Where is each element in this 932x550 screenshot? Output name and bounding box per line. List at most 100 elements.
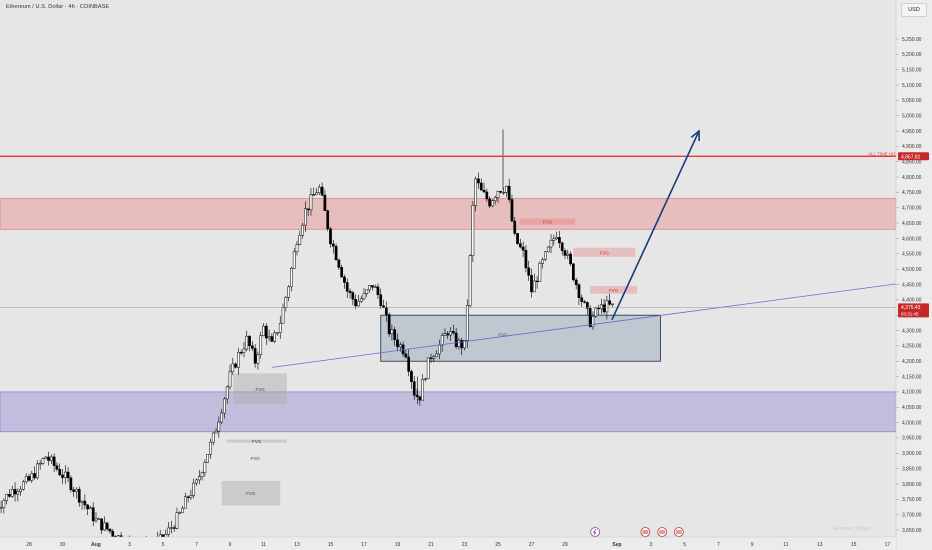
candle-body <box>465 305 469 341</box>
candle-body <box>242 348 246 353</box>
candle-body <box>549 240 553 248</box>
candle-body <box>510 199 514 222</box>
candle-body <box>55 465 59 470</box>
candle-body <box>33 473 36 479</box>
candle-body <box>5 494 9 501</box>
candle-body <box>605 300 609 313</box>
candle-body <box>471 205 475 256</box>
candle-body <box>295 244 299 253</box>
candle-body <box>524 250 528 269</box>
time-tick-label: 21 <box>428 542 434 548</box>
candle-body <box>189 495 193 498</box>
fvg-label: FVG <box>600 250 610 255</box>
candle-body <box>611 303 614 305</box>
candle-body <box>276 332 279 334</box>
candle-body <box>359 298 363 302</box>
candle-body <box>237 352 240 368</box>
candle-body <box>569 253 572 265</box>
candle-body <box>376 286 380 296</box>
lightning-glyph <box>592 528 597 536</box>
candle-body <box>214 430 218 434</box>
candle-body <box>496 191 500 198</box>
time-tick-label: 13 <box>294 542 300 548</box>
candle-body <box>80 500 84 503</box>
ath-price-badge <box>898 152 929 161</box>
candle-body <box>404 353 408 358</box>
time-tick-label: 15 <box>851 542 857 548</box>
time-tick-label: 27 <box>529 542 535 548</box>
candle-body <box>13 489 17 495</box>
candle-body <box>446 333 450 336</box>
us-flag-icon <box>657 527 668 537</box>
candle-body <box>250 345 254 349</box>
price-tick-label: 4,950.00 <box>902 129 922 135</box>
flag-stripe <box>659 532 666 534</box>
candle-body <box>477 178 480 184</box>
candle-body <box>421 378 424 401</box>
candle-body <box>493 197 497 201</box>
time-tick-label: 11 <box>261 542 266 548</box>
candle-body <box>58 468 62 476</box>
fvg-label: FVG <box>498 333 508 338</box>
candle-body <box>304 208 307 226</box>
bar-countdown: 03:31:45 <box>901 311 919 316</box>
candle-body <box>396 339 399 348</box>
candle-body <box>211 432 215 443</box>
candle-body <box>170 527 173 529</box>
flag-stripe <box>659 530 666 532</box>
price-tick-label: 3,900.00 <box>902 451 922 457</box>
candle-body <box>197 476 201 481</box>
time-tick-label: 30 <box>60 542 66 548</box>
flag-stripe <box>642 532 649 534</box>
candle-body <box>527 267 531 276</box>
candle-body <box>47 456 50 461</box>
candle-body <box>315 192 318 195</box>
candle-body <box>256 354 260 364</box>
candle-body <box>608 300 612 305</box>
symbol-title[interactable]: Ethereum / U.S. Dollar · 4h · COINBASE <box>6 4 110 10</box>
trendline <box>271 278 932 368</box>
candle-body <box>343 276 346 283</box>
candle-body <box>61 474 64 478</box>
price-tick-label: 4,000.00 <box>902 420 922 426</box>
candle-body <box>502 192 505 194</box>
candle-body <box>10 489 14 497</box>
last-price-value: 4,375.43 <box>901 305 921 311</box>
fvg-box <box>519 218 576 225</box>
candle-body <box>479 182 483 191</box>
candle-body <box>66 471 70 479</box>
fvg-label: FVG <box>246 491 256 496</box>
candle-body <box>555 237 558 240</box>
candle-body <box>532 280 536 293</box>
candle-body <box>432 356 436 359</box>
support-zone <box>0 391 897 433</box>
candle-body <box>351 292 355 300</box>
candle-body <box>209 441 212 455</box>
currency-button[interactable]: USD <box>901 3 927 17</box>
price-tick-label: 3,950.00 <box>902 436 922 442</box>
candle-body <box>225 386 229 400</box>
fvg-box <box>233 373 287 405</box>
candle-body <box>558 237 561 244</box>
price-tick-label: 4,150.00 <box>902 374 922 380</box>
time-tick-label: 5 <box>683 542 686 548</box>
candle-body <box>491 200 494 207</box>
candle-body <box>516 233 519 245</box>
candle-body <box>281 307 285 324</box>
price-tick-label: 4,050.00 <box>902 405 922 411</box>
candle-body <box>267 336 271 339</box>
time-tick-label: Aug <box>91 542 101 548</box>
candle-body <box>365 289 369 294</box>
candle-body <box>574 279 578 285</box>
candle-body <box>278 322 282 333</box>
candle-body <box>354 299 357 307</box>
candle-body <box>371 285 374 288</box>
candle-body <box>583 301 586 303</box>
time-tick-label: 9 <box>229 542 232 548</box>
candle-body <box>535 280 539 283</box>
price-tick-label: 4,750.00 <box>902 190 922 196</box>
candle-body <box>320 186 324 196</box>
candle-body <box>337 259 341 268</box>
fvg-box <box>221 480 281 506</box>
